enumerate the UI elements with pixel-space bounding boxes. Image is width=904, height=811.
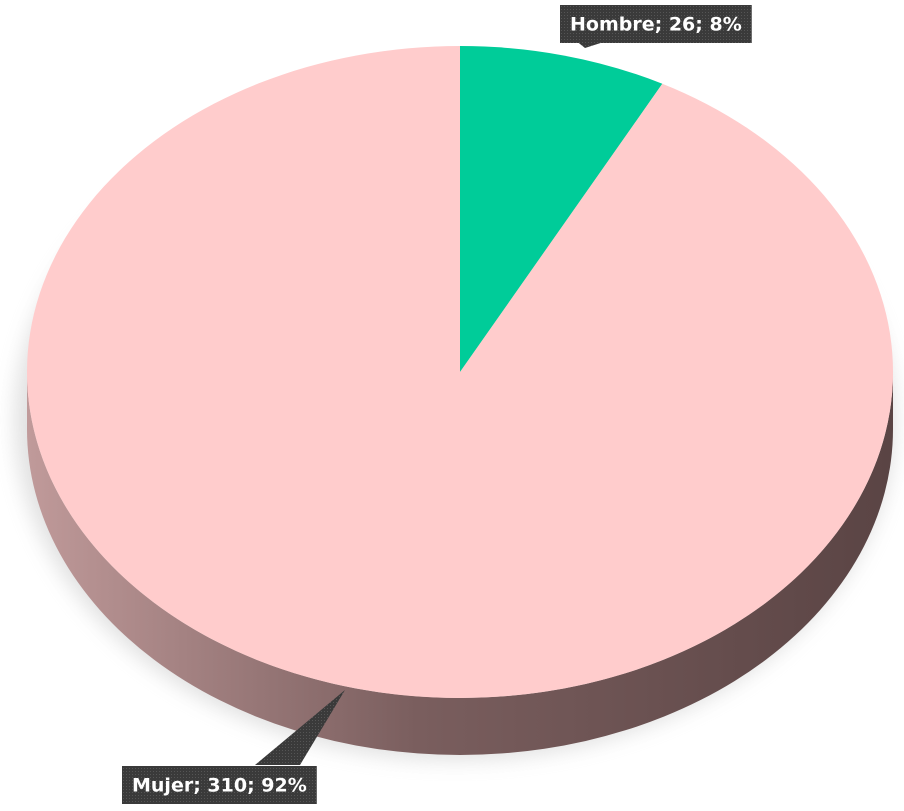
label-text: Mujer; 310; 92%	[132, 775, 307, 797]
data-label: Mujer; 310; 92%	[122, 690, 345, 804]
label-text: Hombre; 26; 8%	[570, 14, 742, 36]
data-label: Hombre; 26; 8%	[560, 5, 752, 48]
pie-slice	[460, 46, 663, 372]
pie-side	[27, 372, 893, 755]
label-pointer	[575, 40, 610, 48]
pie	[27, 46, 894, 755]
labels: Hombre; 26; 8% Mujer; 310; 92%	[122, 5, 752, 804]
label-box	[122, 766, 317, 804]
label-box	[560, 5, 752, 43]
pie-slice	[27, 46, 894, 698]
label-pointer	[255, 690, 345, 765]
